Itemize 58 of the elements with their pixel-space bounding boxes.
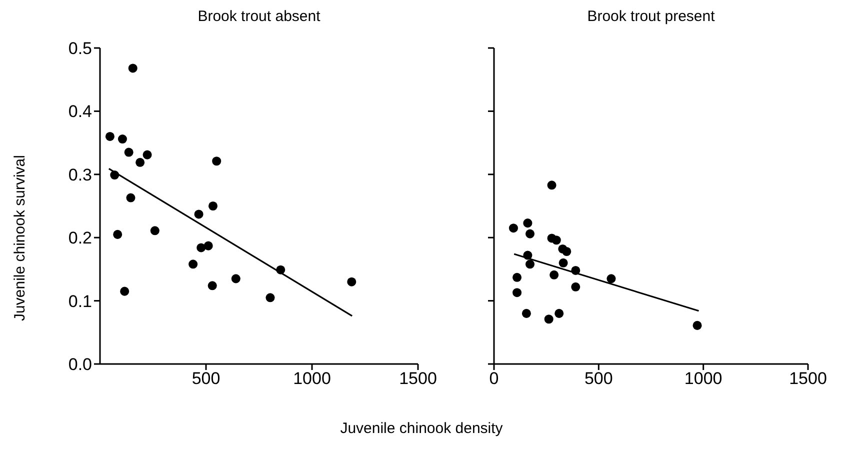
point <box>276 265 286 274</box>
point <box>110 170 120 180</box>
y-tick-label: 0.1 <box>68 292 92 311</box>
point <box>571 282 580 292</box>
point <box>266 293 275 302</box>
point <box>142 150 152 160</box>
point <box>522 308 531 318</box>
point <box>118 134 127 144</box>
x-tick-label: 500 <box>192 369 220 388</box>
chart-title: Brook trout absent <box>196 8 322 27</box>
point <box>136 158 145 167</box>
point <box>204 241 213 250</box>
x-tick-label: 0 <box>489 369 499 388</box>
point <box>558 258 568 268</box>
y-tick-label: 0.4 <box>68 102 92 122</box>
point <box>194 210 204 219</box>
point <box>692 320 702 330</box>
y-tick-label: 0.0 <box>68 355 92 374</box>
point <box>544 314 554 324</box>
point <box>128 64 138 73</box>
point <box>508 224 518 233</box>
x-tick-label: 1500 <box>789 369 827 388</box>
point <box>547 180 556 190</box>
x-tick-label: 1000 <box>684 369 722 388</box>
x-tick-label: 500 <box>584 369 613 388</box>
point <box>196 243 206 252</box>
x-axis-title: Juvenile chinook density <box>339 420 504 437</box>
point <box>523 218 532 228</box>
x-tick-label: 1500 <box>399 369 437 388</box>
point <box>150 226 160 236</box>
point <box>525 260 535 269</box>
point <box>606 274 616 284</box>
point <box>188 260 198 269</box>
point <box>554 308 564 318</box>
point <box>525 229 535 238</box>
y-tick-label: 0.5 <box>68 39 92 58</box>
point <box>512 288 522 298</box>
point <box>523 250 532 260</box>
point <box>562 247 572 256</box>
point <box>347 277 356 286</box>
point <box>552 236 561 245</box>
point <box>124 148 134 157</box>
point <box>231 274 240 284</box>
y-tick-label: 0.3 <box>68 165 92 184</box>
point <box>126 193 136 202</box>
point <box>208 281 217 290</box>
point <box>212 156 222 166</box>
point <box>550 270 559 280</box>
chart-title: Brook trout present <box>586 8 716 27</box>
x-tick-label: 1000 <box>293 369 331 388</box>
y-tick-label: 0.2 <box>68 228 92 248</box>
point <box>571 266 580 275</box>
point <box>208 201 218 211</box>
point <box>512 272 522 282</box>
point <box>113 230 122 239</box>
y-axis-title: Juvenile chinook survival <box>12 155 28 321</box>
point <box>120 286 130 296</box>
point <box>105 132 114 141</box>
